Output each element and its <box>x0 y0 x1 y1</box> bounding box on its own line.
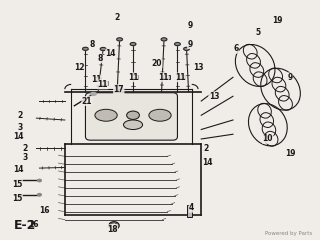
Bar <box>179 75 185 79</box>
Text: 16: 16 <box>28 220 38 229</box>
Text: Powered by Parts: Powered by Parts <box>265 231 312 236</box>
Text: 4: 4 <box>189 203 194 212</box>
Text: 19: 19 <box>272 16 283 25</box>
Text: 11: 11 <box>91 75 102 84</box>
Text: 18: 18 <box>107 225 118 234</box>
Text: 6: 6 <box>234 44 239 53</box>
Text: 21: 21 <box>82 96 92 106</box>
Ellipse shape <box>95 109 117 121</box>
Bar <box>101 81 108 85</box>
Text: 9: 9 <box>188 40 193 48</box>
Text: 13: 13 <box>209 92 219 101</box>
Text: 15: 15 <box>12 194 22 203</box>
Text: 11: 11 <box>175 73 186 82</box>
Text: 19: 19 <box>285 149 295 158</box>
Text: 20: 20 <box>152 59 162 68</box>
Ellipse shape <box>127 111 140 120</box>
Text: 2: 2 <box>115 13 120 23</box>
Text: 12: 12 <box>74 63 84 72</box>
Ellipse shape <box>115 86 122 90</box>
Ellipse shape <box>117 38 123 41</box>
Text: 11: 11 <box>158 73 168 82</box>
Text: 14: 14 <box>13 165 24 174</box>
Ellipse shape <box>100 48 106 51</box>
Text: 9: 9 <box>188 21 193 30</box>
Ellipse shape <box>149 109 171 121</box>
Ellipse shape <box>37 179 41 182</box>
Text: 14: 14 <box>106 49 116 58</box>
Bar <box>132 75 138 79</box>
Text: 10: 10 <box>263 134 273 144</box>
Text: 8: 8 <box>89 40 94 48</box>
Text: E-2: E-2 <box>14 219 36 232</box>
Ellipse shape <box>37 193 41 196</box>
Text: 13: 13 <box>193 63 203 72</box>
Ellipse shape <box>130 42 136 46</box>
Ellipse shape <box>91 92 96 95</box>
Text: 3: 3 <box>22 153 28 162</box>
Text: 11: 11 <box>98 80 108 89</box>
Text: 3: 3 <box>18 123 23 132</box>
Text: 5: 5 <box>256 28 261 37</box>
Text: 2: 2 <box>18 111 23 120</box>
Text: 8: 8 <box>97 54 102 63</box>
FancyBboxPatch shape <box>85 93 178 140</box>
Text: 14: 14 <box>202 158 213 167</box>
Text: 17: 17 <box>114 85 124 94</box>
Text: 14: 14 <box>13 132 24 141</box>
Text: 2: 2 <box>22 144 28 153</box>
Text: 16: 16 <box>39 206 50 215</box>
Ellipse shape <box>175 42 180 46</box>
Text: 11: 11 <box>128 73 138 82</box>
Bar <box>187 205 192 217</box>
Bar <box>163 75 170 79</box>
Text: 9: 9 <box>287 73 293 82</box>
Text: 15: 15 <box>12 180 22 189</box>
Text: 2: 2 <box>204 144 209 153</box>
Bar <box>95 77 101 80</box>
Ellipse shape <box>161 38 167 41</box>
Ellipse shape <box>184 47 189 50</box>
Ellipse shape <box>83 47 88 50</box>
Ellipse shape <box>124 120 142 130</box>
